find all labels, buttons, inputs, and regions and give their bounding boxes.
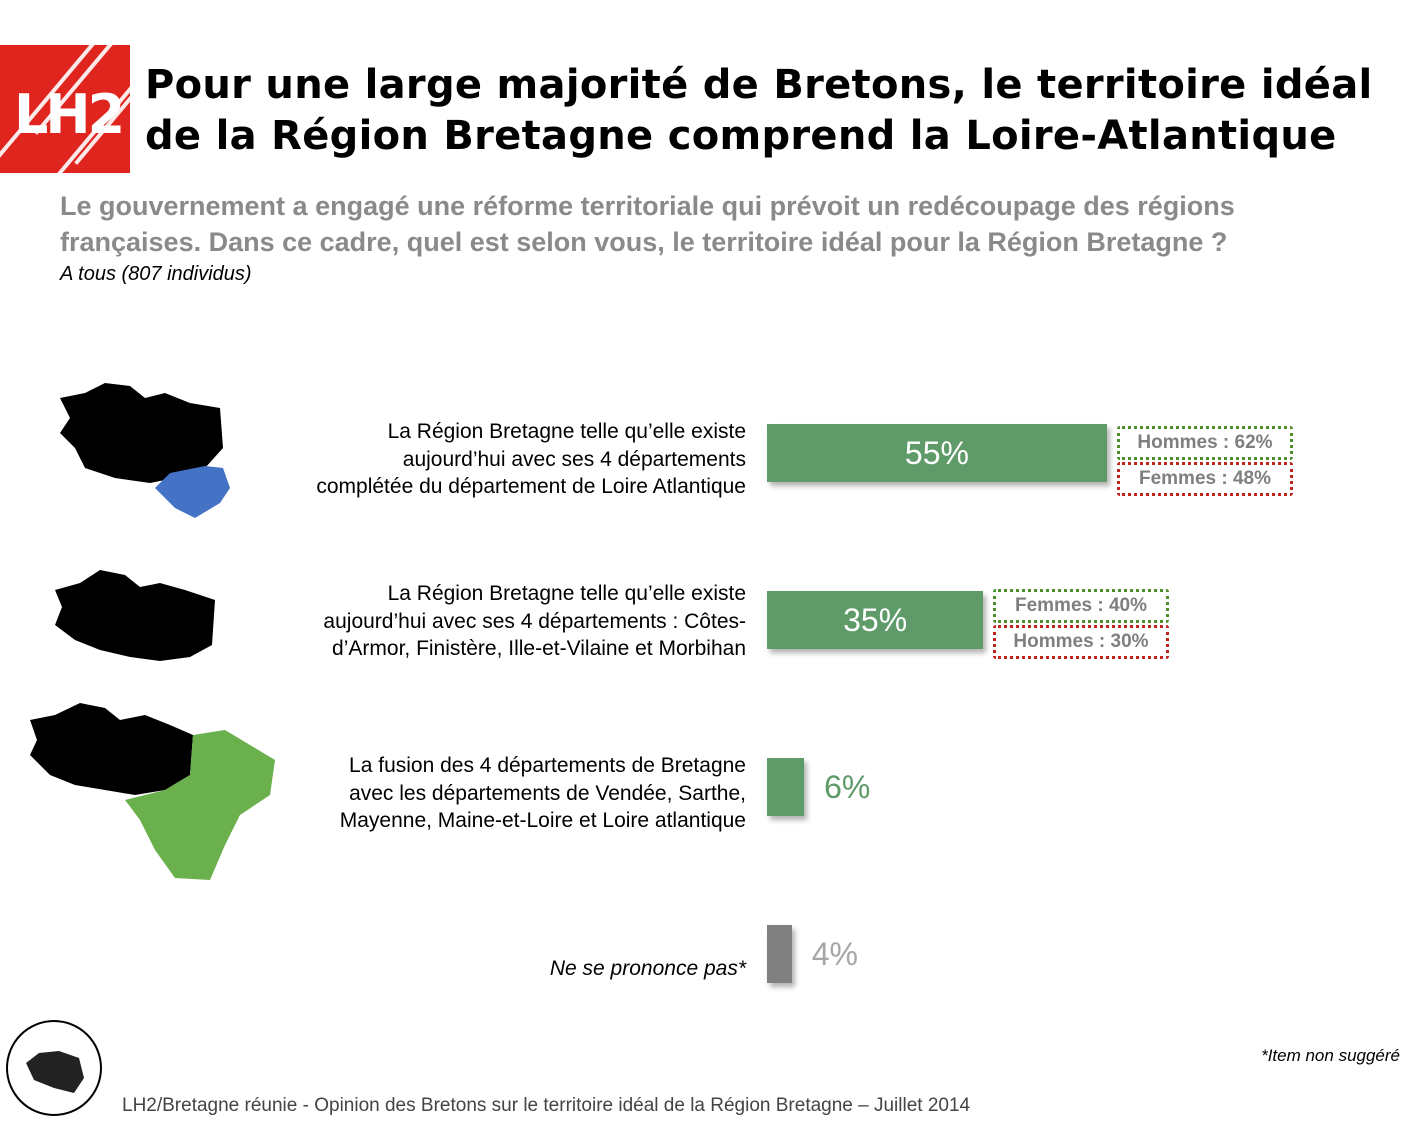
lh2-logo: LH2 [0,45,130,173]
data-label: 4% [811,936,858,972]
category-label: La fusion des 4 départements de Bretagne… [340,752,746,835]
data-label: 35% [843,602,908,638]
map-grand-ouest-icon [30,703,275,880]
breakdown-box: Hommes : 62% [1117,426,1293,460]
question-line: françaises. Dans ce cadre, quel est selo… [60,227,1228,257]
category-label-line: aujourd’hui avec ses 4 départements [402,447,746,471]
category-label: La Région Bretagne telle qu’elle existe … [316,418,746,501]
category-label: La Région Bretagne telle qu’elle existe … [323,580,746,663]
category-label-line: La Région Bretagne telle qu’elle existe [387,582,746,605]
category-label-line: d’Armor, Finistère, Ille-et-Vilaine et M… [332,637,746,660]
title-line: de la Région Bretagne comprend la Loire-… [145,113,1337,159]
category-label-line: complétée du département de Loire Atlant… [316,475,746,498]
category-label-line: aujourd’hui avec ses 4 départements : Cô… [323,609,746,633]
category-label-line: Mayenne, Maine-et-Loire et Loire atlanti… [339,809,746,832]
category-label-line: Ne se prononce pas* [549,957,746,980]
breakdown-box: Femmes : 48% [1117,462,1293,496]
breakdown-box: Hommes : 30% [993,625,1169,659]
footnote: *Item non suggéré [1261,1046,1400,1065]
bar: 35% [767,591,984,649]
category-label-line: La fusion des 4 départements de Bretagne [349,754,746,777]
title-line: Pour une large majorité de Bretons, le t… [145,62,1373,108]
data-label: 6% [824,769,871,805]
question-line: Le gouvernement a engagé une réforme ter… [60,191,1235,221]
bar: 55% [767,424,1107,482]
data-label: 55% [904,435,969,471]
category-label: Ne se prononce pas* [550,955,746,983]
page-title: Pour une large majorité de Bretons, le t… [145,60,1373,162]
question: Le gouvernement a engagé une réforme ter… [60,188,1235,260]
base-note: A tous (807 individus) [60,263,252,285]
map-bretagne-icon [55,570,215,661]
bretagne-reunie-seal [6,1020,102,1116]
bar [767,925,792,983]
category-label-line: La Région Bretagne telle qu’elle existe [387,420,746,443]
breakdown-box: Femmes : 40% [993,589,1169,623]
map-bretagne-loire-atlantique-icon [60,383,230,518]
category-label-line: avec les départements de Vendée, Sarthe, [349,781,746,805]
bar [767,758,805,816]
footer-source: LH2/Bretagne réunie - Opinion des Breton… [122,1095,971,1116]
